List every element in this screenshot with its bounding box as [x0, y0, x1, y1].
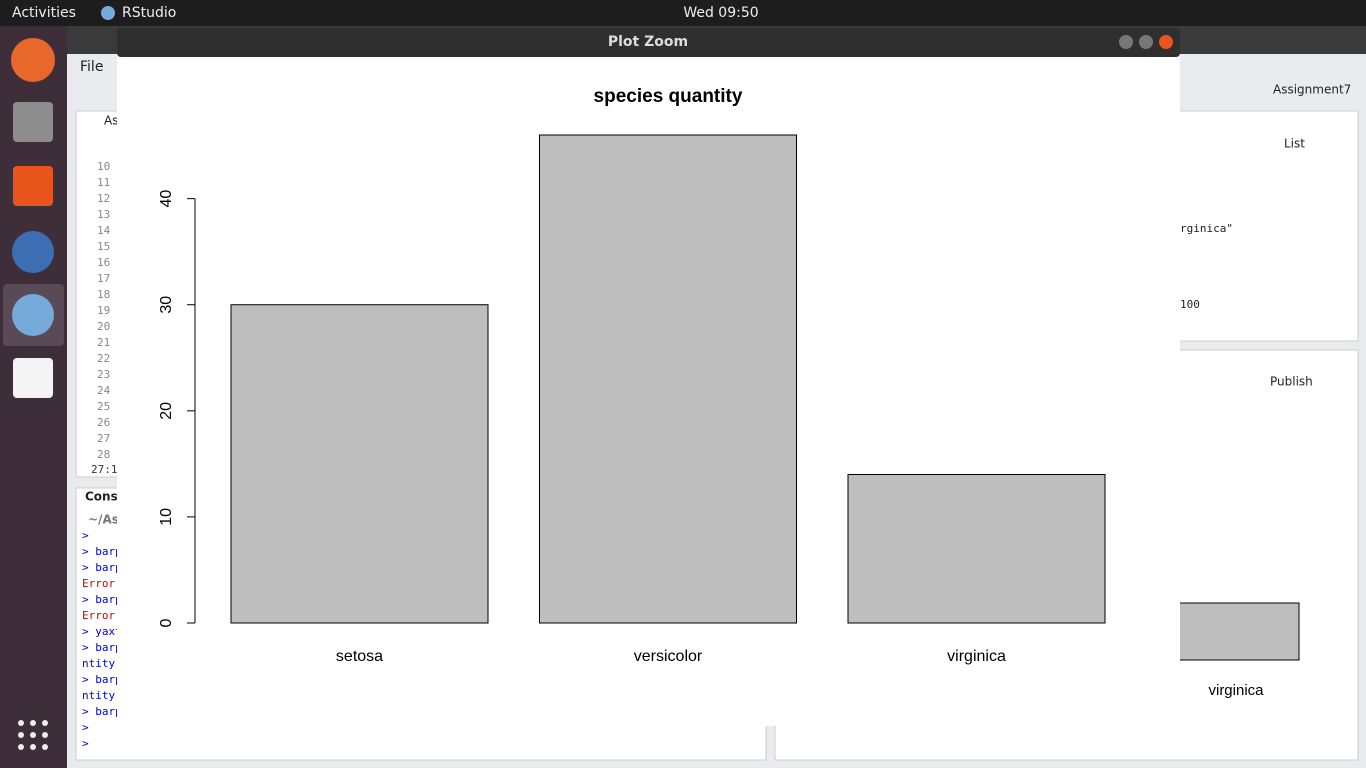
console-tab[interactable]: Conso: [85, 490, 126, 504]
software-icon[interactable]: [13, 166, 53, 206]
line-number: 28: [97, 448, 110, 461]
line-number: 26: [97, 416, 110, 429]
x-tick-label: setosa: [336, 648, 383, 665]
x-tick-label: versicolor: [634, 648, 703, 665]
line-number: 24: [97, 384, 111, 397]
line-number: 17: [97, 272, 110, 285]
console-line: Error: [82, 609, 115, 622]
line-number: 21: [97, 336, 110, 349]
activities[interactable]: Activities: [12, 5, 76, 21]
app-icon: [101, 6, 115, 20]
reader-icon[interactable]: [13, 358, 53, 398]
line-number: 16: [97, 256, 110, 269]
line-number: 12: [97, 192, 110, 205]
help-icon[interactable]: [12, 231, 54, 273]
chart: species quantity 0 10 20 30 40 setosa versicol…: [158, 86, 1106, 665]
env-row: rginica": [1180, 222, 1233, 235]
close-button[interactable]: [1159, 35, 1173, 49]
env-row: 100: [1180, 298, 1200, 311]
y-tick-label: 20: [158, 402, 175, 420]
line-number: 23: [97, 368, 110, 381]
env-view[interactable]: List: [1284, 137, 1305, 151]
console-line: > barp: [82, 673, 122, 686]
apps-grid[interactable]: [18, 720, 48, 750]
line-number: 20: [97, 320, 110, 333]
line-number: 11: [97, 176, 110, 189]
console-line: > barp: [82, 705, 122, 718]
project-name[interactable]: Assignment7: [1273, 83, 1351, 97]
line-number: 22: [97, 352, 110, 365]
console-line: ntity: [82, 689, 115, 702]
menu-file[interactable]: File: [80, 59, 103, 75]
console-line: > barp: [82, 641, 122, 654]
maximize-button[interactable]: [1139, 35, 1153, 49]
top-bar: [0, 0, 1366, 26]
console-path: ~/As: [88, 513, 119, 527]
bar: [847, 473, 1106, 624]
line-number: 10: [97, 160, 110, 173]
console-line: > barp: [82, 561, 122, 574]
background-plot-label: virginica: [1208, 682, 1264, 699]
console-line: Error: [82, 577, 115, 590]
console-line: > barp: [82, 593, 122, 606]
console-line: ntity: [82, 657, 115, 670]
chart-title: species quantity: [594, 86, 743, 107]
y-tick-label: 30: [158, 296, 175, 314]
source-tab[interactable]: As: [104, 114, 118, 128]
y-tick-label: 10: [158, 508, 175, 526]
line-numbers: 10 11 12 13 14 15 16 17 18 19 20 21 22 23 24 25 26 27 28: [97, 160, 111, 461]
console-line: > barp: [82, 545, 122, 558]
console-line: >: [82, 721, 89, 734]
y-tick-label: 40: [158, 190, 175, 208]
bar: [230, 304, 489, 624]
x-tick-label: virginica: [947, 648, 1006, 665]
console-line: >: [82, 529, 89, 542]
clock[interactable]: Wed 09:50: [683, 5, 758, 21]
line-number: 14: [97, 224, 111, 237]
line-number: 15: [97, 240, 110, 253]
console-line: >: [82, 737, 89, 750]
minimize-button[interactable]: [1119, 35, 1133, 49]
publish-button[interactable]: Publish: [1270, 375, 1313, 389]
firefox-icon[interactable]: [11, 38, 55, 82]
app-menu[interactable]: RStudio: [122, 5, 176, 21]
line-number: 27: [97, 432, 110, 445]
window-title: Plot Zoom: [608, 34, 688, 50]
console-line: > yaxt: [82, 625, 122, 638]
console-output: > > barp > barp Error > barp Error > yaxt > bar…: [82, 529, 122, 750]
plot-zoom-titlebar: [117, 28, 1180, 57]
line-number: 18: [97, 288, 110, 301]
bar: [539, 134, 797, 624]
line-number: 19: [97, 304, 110, 317]
line-number: 25: [97, 400, 110, 413]
y-tick-label: 0: [158, 618, 175, 627]
cursor-position: 27:1: [91, 463, 118, 476]
background-plot-bar: [1171, 602, 1300, 661]
files-icon[interactable]: [13, 102, 53, 142]
rstudio-icon[interactable]: [12, 294, 54, 336]
line-number: 13: [97, 208, 110, 221]
